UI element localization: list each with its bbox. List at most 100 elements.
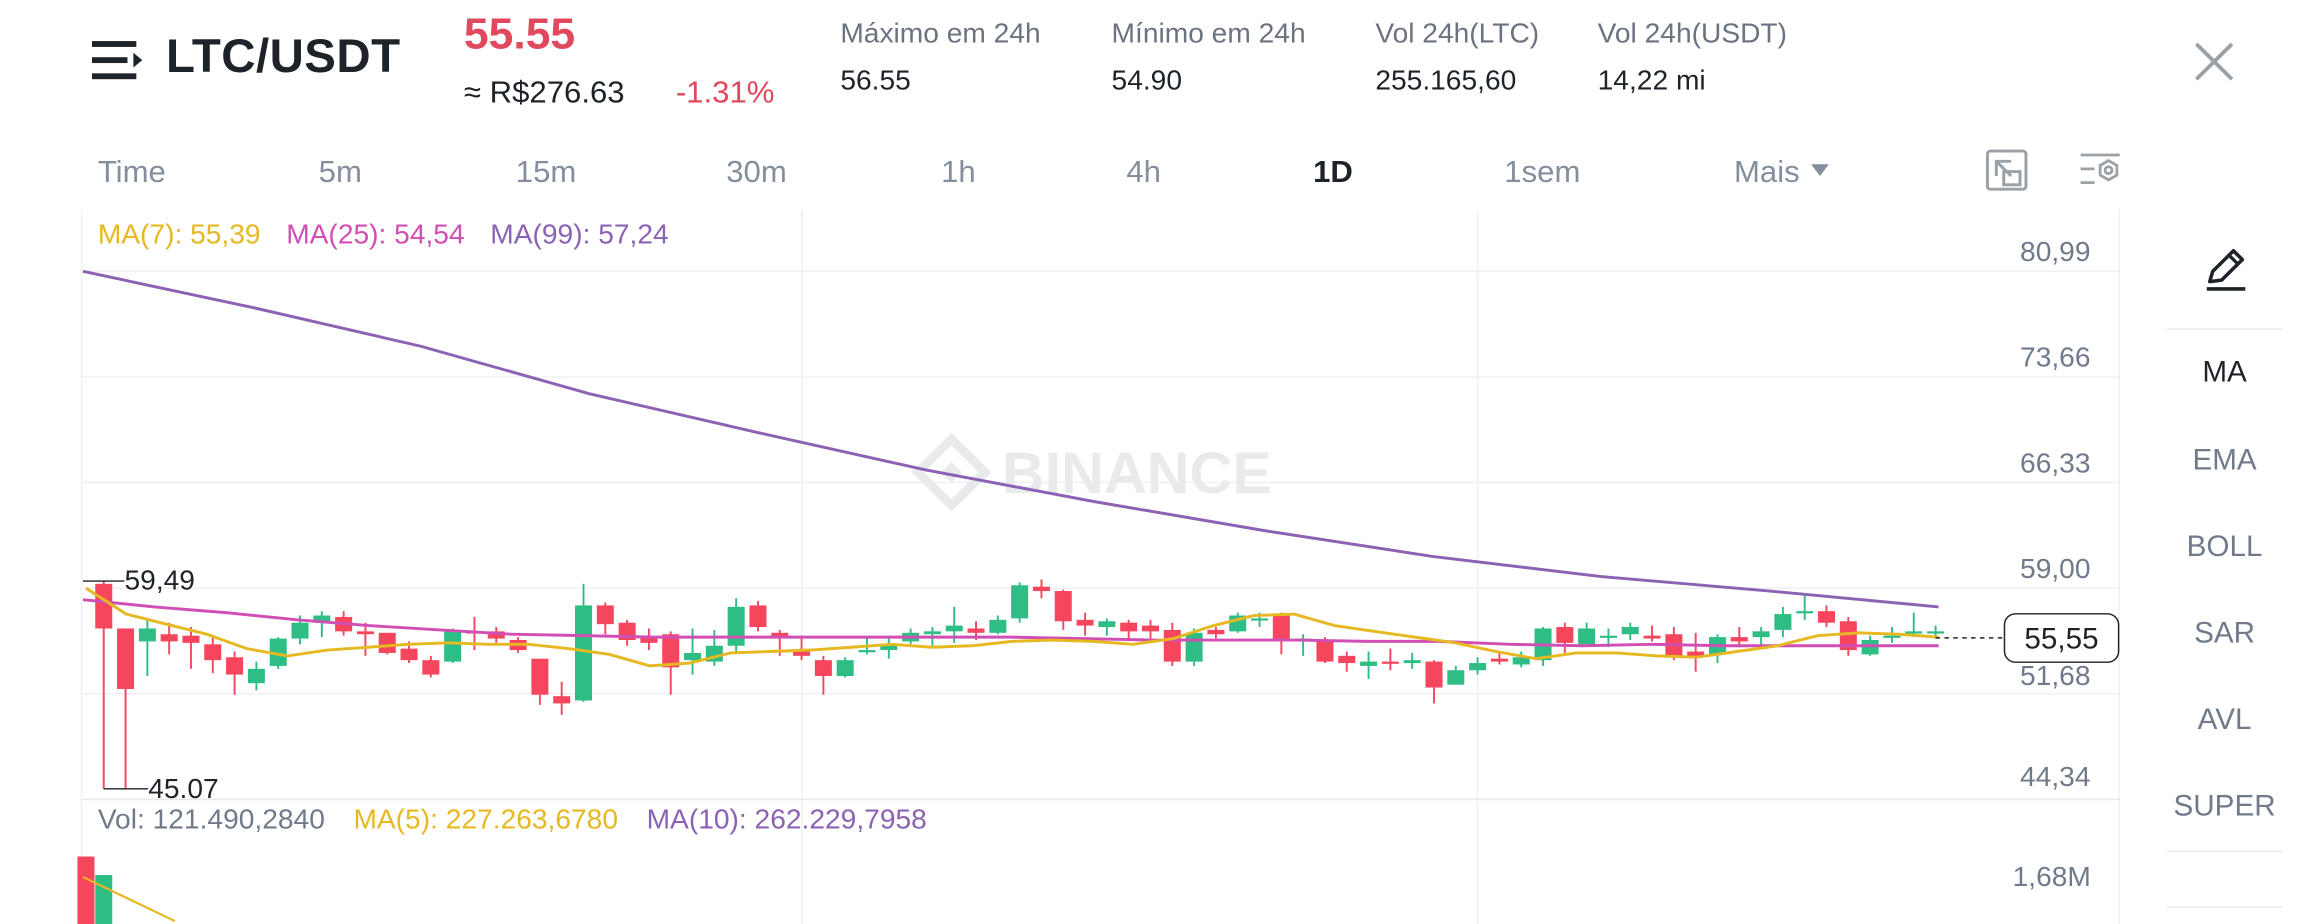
ma99-line	[82, 269, 1939, 609]
tab-1d[interactable]: 1D	[1313, 155, 1353, 190]
candle-body	[1556, 627, 1574, 643]
current-price-tag: 55,55	[2003, 613, 2120, 663]
candle-body	[967, 628, 985, 633]
candle-body	[727, 606, 745, 646]
candle-body	[1839, 621, 1857, 651]
volume-bars	[77, 856, 176, 924]
volume-ma5-legend: MA(5): 227.263,6780	[353, 805, 619, 837]
tab-more[interactable]: Mais	[1734, 155, 1830, 190]
candle-body	[1512, 657, 1530, 665]
candle-body	[880, 644, 898, 651]
candle-body	[1752, 631, 1770, 638]
volume-value: Vol: 121.490,2840	[97, 805, 325, 837]
price-change: -1.31%	[675, 76, 775, 111]
candle-body	[1163, 629, 1181, 662]
candle-body	[574, 605, 593, 701]
candle-body	[1643, 635, 1661, 639]
indicator-ma[interactable]: MA	[2202, 356, 2247, 389]
candle-body	[662, 634, 680, 668]
draw-tool-icon[interactable]	[2202, 246, 2249, 293]
candle-body	[596, 605, 614, 625]
candle-body	[945, 625, 963, 632]
candle-body	[1796, 611, 1814, 614]
price-marks	[82, 580, 2004, 790]
tab-1sem[interactable]: 1sem	[1504, 155, 1581, 190]
candle-body	[487, 631, 505, 639]
candle-body	[1011, 585, 1029, 619]
candle-body	[1425, 661, 1443, 688]
stat-label-vol-usdt: Vol 24h(USDT)	[1597, 19, 1788, 50]
candle-body	[989, 619, 1007, 633]
tab-15m[interactable]: 15m	[515, 155, 577, 190]
candle-body	[182, 635, 200, 643]
candle-body	[1185, 632, 1203, 662]
candle-body	[640, 637, 658, 643]
ma99-legend: MA(99): 57,24	[490, 220, 669, 251]
candle-body	[1207, 629, 1225, 635]
y-axis-label: 66,33	[2020, 448, 2091, 480]
fullscreen-icon[interactable]	[1983, 147, 2030, 197]
candle-body	[793, 650, 811, 656]
candle-body	[1730, 637, 1748, 642]
candle-body	[356, 631, 374, 635]
candle-body	[1883, 635, 1901, 638]
stat-value-vol-ltc: 255.165,60	[1375, 66, 1517, 97]
volume-legend: Vol: 121.490,2840 MA(5): 227.263,6780 MA…	[98, 805, 927, 837]
candle-body	[313, 615, 331, 623]
indicator-ema[interactable]: EMA	[2192, 444, 2257, 477]
candle-body	[1032, 586, 1050, 592]
candle-body	[923, 631, 941, 635]
chart-settings-icon[interactable]	[2078, 147, 2125, 197]
candle-body	[422, 660, 440, 675]
candle-body	[1621, 627, 1639, 635]
candle-body	[1120, 622, 1138, 632]
candle-body	[1687, 651, 1705, 658]
candle-body	[1054, 591, 1072, 622]
volume-bar	[95, 875, 113, 924]
y-axis-label: 51,68	[2020, 661, 2091, 693]
stat-label-24h-high: Máximo em 24h	[840, 19, 1041, 50]
binance-watermark: BINANCE	[911, 432, 1272, 512]
ma25-legend: MA(25): 54,54	[286, 220, 465, 251]
y-axis-label: 73,66	[2020, 343, 2091, 375]
candle-body	[378, 632, 396, 653]
tab-30m[interactable]: 30m	[726, 155, 787, 190]
low-price-mark: 45.07	[148, 774, 219, 806]
last-price: 55.55	[463, 10, 576, 59]
candle-body	[749, 605, 767, 628]
candle-body	[117, 628, 135, 689]
candle-body	[1403, 660, 1421, 664]
volume-ma-line	[82, 876, 176, 923]
candle-body	[138, 628, 156, 642]
candle-body	[836, 660, 854, 677]
indicator-boll[interactable]: BOLL	[2186, 530, 2263, 564]
stat-value-24h-low: 54.90	[1111, 66, 1183, 97]
tab-4h[interactable]: 4h	[1126, 155, 1161, 190]
tab-5m[interactable]: 5m	[318, 155, 362, 190]
indicator-sar[interactable]: SAR	[2194, 617, 2256, 650]
candle-body	[1599, 635, 1617, 638]
ma7-legend: MA(7): 55,39	[97, 220, 261, 251]
candle-body	[204, 644, 222, 661]
stat-label-vol-ltc: Vol 24h(LTC)	[1375, 19, 1540, 50]
candle-body	[1578, 628, 1596, 645]
candle-body	[1818, 611, 1836, 623]
volume-bar	[77, 856, 95, 924]
indicator-avl[interactable]: AVL	[2197, 704, 2252, 737]
ma7-line	[85, 586, 1939, 668]
candle-body	[771, 632, 789, 638]
ma-legend: MA(7): 55,39 MA(25): 54,54 MA(99): 57,24	[98, 220, 669, 252]
candle-body	[1098, 621, 1116, 628]
volume-axis-label: 1,68M	[2012, 862, 2091, 894]
volume-ma10-legend: MA(10): 262.229,7958	[646, 805, 927, 837]
price-chart[interactable]: BINANCE	[0, 0, 2149, 924]
close-icon[interactable]	[2190, 38, 2237, 85]
candle-body	[1076, 619, 1094, 626]
trading-pair[interactable]: LTC/USDT	[165, 29, 401, 83]
chart-grid	[80, 209, 2121, 924]
menu-icon[interactable]	[91, 38, 145, 82]
tab-time[interactable]: Time	[97, 155, 166, 190]
indicator-super[interactable]: SUPER	[2173, 790, 2276, 823]
tab-1h[interactable]: 1h	[941, 155, 976, 190]
